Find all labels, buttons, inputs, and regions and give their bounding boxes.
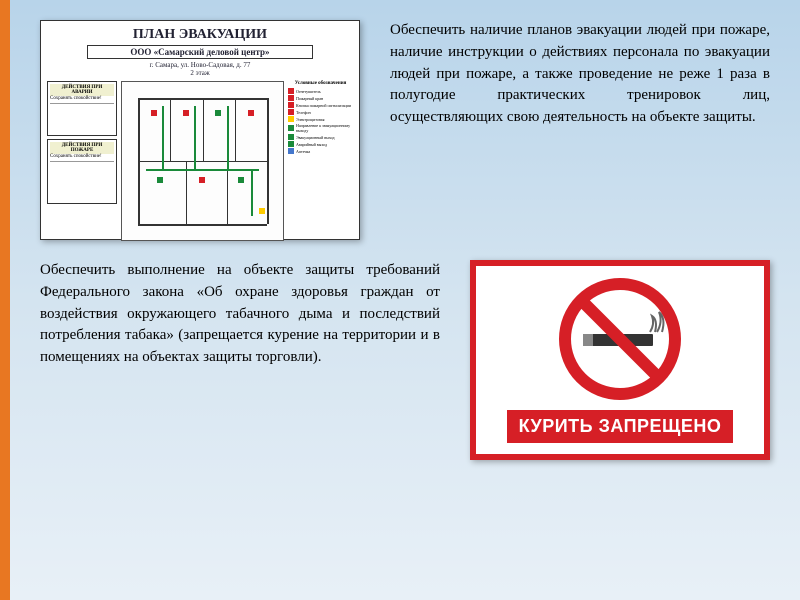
evac-legend: Условные обозначения ОгнетушительПожарны… bbox=[288, 81, 353, 241]
legend-item: Эвакуационный выход bbox=[288, 134, 353, 140]
evac-actions-panel: ДЕЙСТВИЯ ПРИ АВАРИИ Сохранять спокойстви… bbox=[47, 81, 117, 241]
evac-floorplan bbox=[121, 81, 284, 241]
legend-item: Электрощитовая bbox=[288, 116, 353, 122]
legend-item: Аптечка bbox=[288, 148, 353, 154]
legend-item: Аварийный выход bbox=[288, 141, 353, 147]
legend-item: Направление к эвакуационному выходу bbox=[288, 123, 353, 133]
evac-title: ПЛАН ЭВАКУАЦИИ bbox=[47, 27, 353, 43]
evac-floor: 2 этаж bbox=[47, 69, 353, 77]
accent-bar bbox=[0, 0, 10, 600]
legend-item: Пожарный кран bbox=[288, 95, 353, 101]
no-smoking-label: КУРИТЬ ЗАПРЕЩЕНО bbox=[507, 410, 734, 443]
evac-address: г. Самара, ул. Ново-Садовая, д. 77 bbox=[47, 61, 353, 69]
evac-org: ООО «Самарский деловой центр» bbox=[87, 45, 313, 59]
no-smoking-icon bbox=[555, 274, 685, 404]
paragraph-top: Обеспечить наличие планов эвакуации люде… bbox=[390, 20, 770, 129]
top-row: ПЛАН ЭВАКУАЦИИ ООО «Самарский деловой це… bbox=[0, 0, 800, 250]
bottom-row: Обеспечить выполнение на объекте защиты … bbox=[0, 250, 800, 480]
legend-item: Огнетушитель bbox=[288, 88, 353, 94]
legend-item: Кнопка пожарной сигнализации bbox=[288, 102, 353, 108]
paragraph-bottom: Обеспечить выполнение на объекте защиты … bbox=[40, 260, 440, 369]
legend-item: Телефон bbox=[288, 109, 353, 115]
no-smoking-sign: КУРИТЬ ЗАПРЕЩЕНО bbox=[470, 260, 770, 460]
evacuation-plan: ПЛАН ЭВАКУАЦИИ ООО «Самарский деловой це… bbox=[40, 20, 360, 240]
